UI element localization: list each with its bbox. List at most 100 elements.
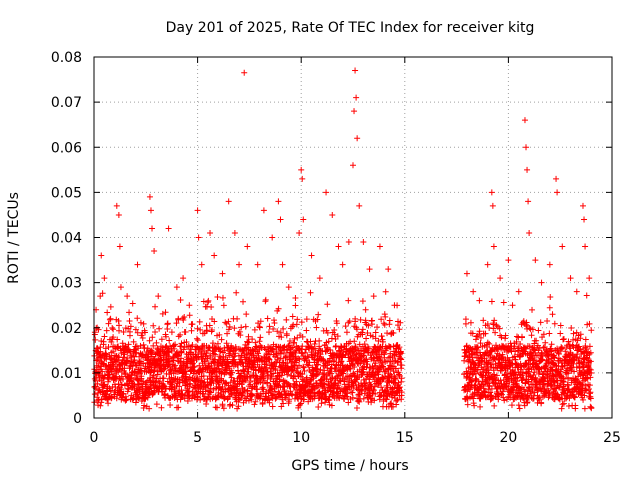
data-point — [207, 389, 214, 396]
data-point — [104, 388, 111, 395]
data-point — [166, 349, 173, 356]
data-point — [286, 342, 293, 349]
data-point — [152, 328, 159, 335]
data-point — [280, 325, 287, 332]
data-point — [238, 359, 245, 366]
data-point — [127, 323, 134, 330]
data-point — [160, 375, 167, 382]
data-point — [120, 390, 127, 397]
data-point — [252, 398, 259, 405]
data-point — [243, 311, 250, 318]
data-point — [194, 325, 201, 332]
data-point — [283, 316, 290, 323]
data-point — [251, 383, 258, 390]
data-point — [245, 333, 252, 340]
data-point — [158, 404, 165, 411]
data-point — [266, 323, 273, 330]
y-tick-label: 0.01 — [51, 366, 82, 382]
data-point — [149, 390, 156, 397]
data-point — [209, 340, 216, 347]
data-point — [101, 333, 108, 340]
data-point — [91, 391, 98, 398]
data-point — [256, 338, 263, 345]
data-point — [211, 318, 218, 325]
data-point — [283, 330, 290, 337]
data-point — [251, 357, 258, 364]
data-point — [270, 325, 277, 332]
data-point — [227, 379, 234, 386]
data-point — [94, 380, 101, 387]
data-point — [166, 337, 173, 344]
data-point — [132, 346, 139, 353]
data-point — [229, 402, 236, 409]
data-point — [167, 401, 174, 408]
data-point — [226, 352, 233, 359]
data-point — [177, 297, 184, 304]
data-point — [153, 401, 160, 408]
data-point — [100, 341, 107, 348]
data-point — [173, 393, 180, 400]
data-point — [206, 344, 213, 351]
data-point — [148, 347, 155, 354]
data-point — [280, 400, 287, 407]
data-point — [137, 342, 144, 349]
data-point — [108, 338, 115, 345]
data-point — [150, 342, 157, 349]
data-point — [182, 328, 189, 335]
data-point — [206, 322, 213, 329]
data-point — [278, 334, 285, 341]
data-point — [151, 367, 158, 374]
data-point — [218, 370, 225, 377]
data-point — [299, 343, 306, 350]
data-point — [221, 347, 228, 354]
data-point — [210, 386, 217, 393]
data-point — [280, 344, 287, 351]
data-point — [152, 303, 159, 310]
x-tick-label: 0 — [90, 430, 99, 446]
data-point — [289, 344, 296, 351]
data-point — [146, 405, 153, 412]
data-point — [186, 394, 193, 401]
data-point — [105, 378, 112, 385]
data-point — [118, 373, 125, 380]
data-point — [291, 373, 298, 380]
data-point — [131, 381, 138, 388]
data-point — [212, 351, 219, 358]
data-point — [115, 369, 122, 376]
data-point — [175, 333, 182, 340]
data-point — [266, 399, 273, 406]
data-point — [133, 349, 140, 356]
data-point — [214, 404, 221, 411]
data-point — [110, 348, 117, 355]
data-point — [189, 321, 196, 328]
data-point — [262, 296, 269, 303]
data-point — [116, 327, 123, 334]
data-point — [243, 354, 250, 361]
data-point — [160, 382, 167, 389]
data-point — [104, 309, 111, 316]
data-point — [118, 360, 125, 367]
data-point — [137, 319, 144, 326]
data-point — [242, 323, 249, 330]
data-point — [269, 346, 276, 353]
data-point — [292, 302, 299, 309]
data-point — [162, 309, 169, 316]
data-point — [109, 366, 116, 373]
data-point — [271, 388, 278, 395]
data-point — [235, 345, 242, 352]
data-point — [140, 320, 147, 327]
data-point — [126, 309, 133, 316]
data-point — [105, 320, 112, 327]
data-point — [244, 387, 251, 394]
data-point — [282, 353, 289, 360]
data-point — [275, 305, 282, 312]
x-tick-label: 5 — [193, 430, 202, 446]
y-tick-labels: 0 0.01 0.02 0.03 0.04 0.05 0.06 0.07 0.08 — [51, 50, 82, 427]
data-point — [292, 294, 299, 301]
data-point — [147, 384, 154, 391]
data-point — [117, 377, 124, 384]
data-point — [197, 396, 204, 403]
data-point — [251, 401, 258, 408]
data-point — [132, 326, 139, 333]
data-point — [293, 321, 300, 328]
